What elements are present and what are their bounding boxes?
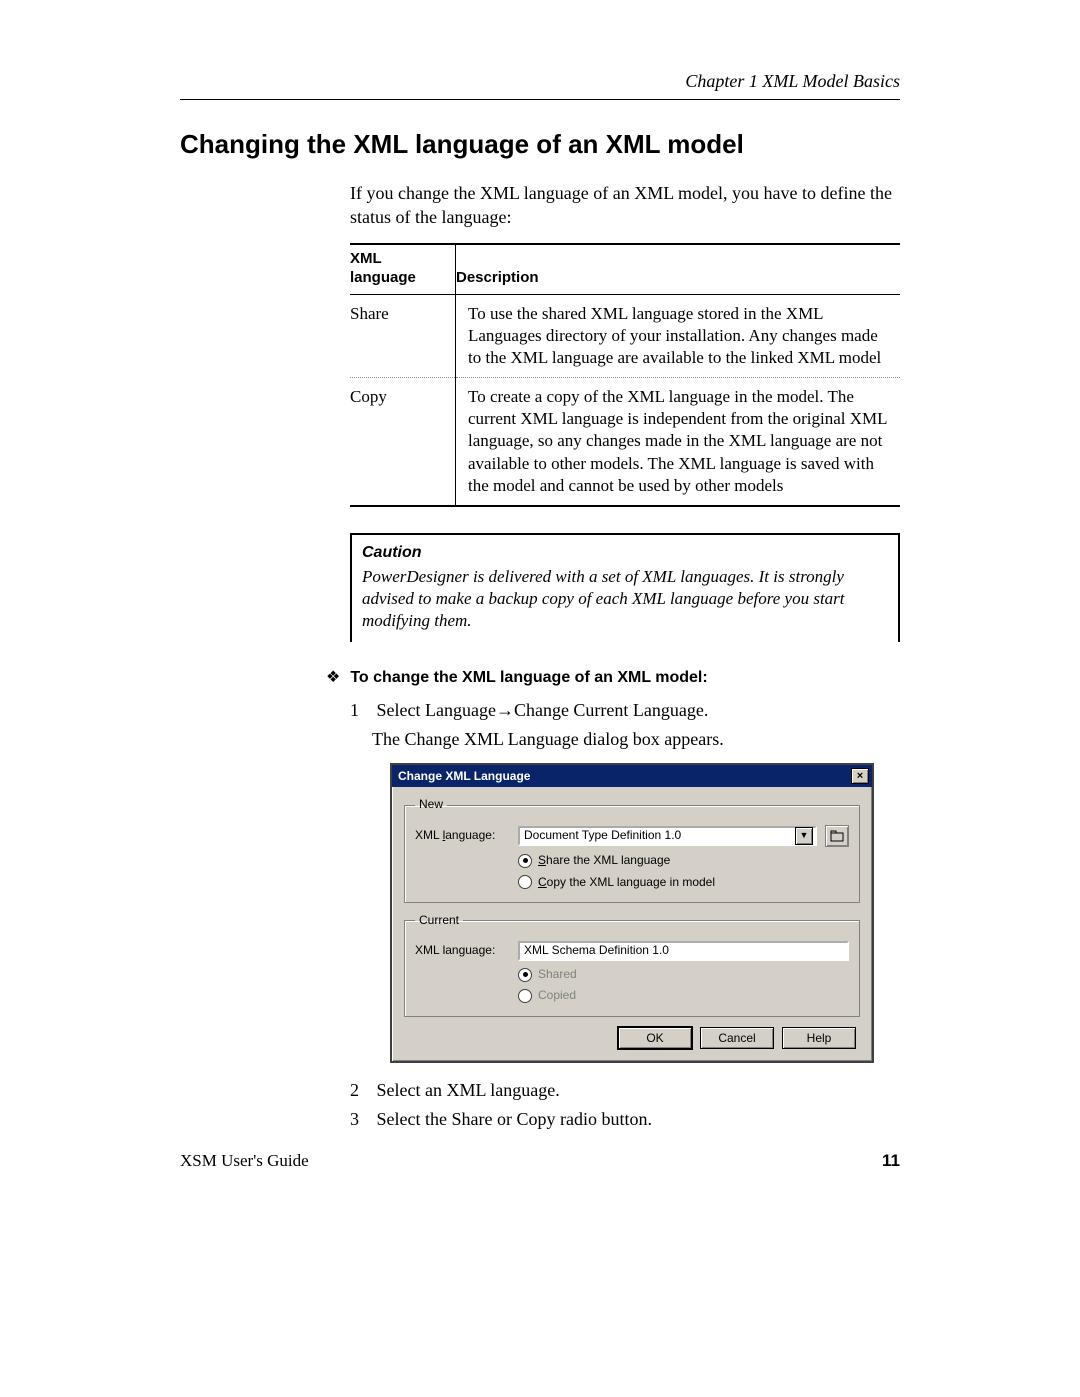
radio-icon: [518, 968, 532, 982]
radio-share-label: Share the XML language: [538, 853, 670, 869]
step-number: 2: [350, 1079, 372, 1102]
table-header-desc: Description: [456, 244, 901, 295]
procedure-title: To change the XML language of an XML mod…: [350, 668, 900, 689]
close-icon[interactable]: ×: [851, 768, 869, 784]
step-text: Select the Share or Copy radio button.: [377, 1109, 652, 1129]
browse-folder-icon[interactable]: [825, 825, 849, 847]
change-xml-language-dialog: Change XML Language × New XML language: …: [390, 763, 874, 1063]
caution-box: Caution PowerDesigner is delivered with …: [350, 533, 900, 642]
section-title: Changing the XML language of an XML mode…: [180, 128, 900, 162]
page-number: 11: [882, 1150, 900, 1172]
dialog-button-row: OK Cancel Help: [404, 1027, 860, 1049]
label-current-lang: XML language:: [415, 943, 510, 959]
radio-shared-disabled: Shared: [518, 967, 849, 983]
procedure: To change the XML language of an XML mod…: [350, 668, 900, 1132]
footer-left: XSM User's Guide: [180, 1150, 309, 1172]
table-cell-desc: To use the shared XML language stored in…: [456, 294, 901, 377]
step-number: 3: [350, 1108, 372, 1131]
body-column: If you change the XML language of an XML…: [350, 182, 900, 1132]
help-button[interactable]: Help: [782, 1027, 856, 1049]
radio-copy[interactable]: Copy the XML language in model: [518, 875, 849, 891]
page-footer: XSM User's Guide 11: [180, 1150, 900, 1172]
dialog-screenshot: Change XML Language × New XML language: …: [390, 763, 900, 1063]
dropdown-arrow-icon[interactable]: ▼: [795, 827, 813, 845]
radio-icon: [518, 875, 532, 889]
label-new-lang: XML language:: [415, 828, 510, 844]
radio-copy-label: Copy the XML language in model: [538, 875, 715, 891]
current-language-value: XML Schema Definition 1.0: [524, 943, 669, 959]
table-cell-name: Copy: [350, 378, 456, 506]
intro-paragraph: If you change the XML language of an XML…: [350, 182, 900, 229]
procedure-step: 3 Select the Share or Copy radio button.: [350, 1108, 900, 1131]
fieldset-new: New XML language: Document Type Definiti…: [404, 797, 860, 903]
caution-title: Caution: [362, 543, 884, 564]
dialog-body: New XML language: Document Type Definiti…: [392, 787, 872, 1061]
procedure-step: 1 Select Language→Change Current Languag…: [350, 699, 900, 722]
radio-icon: [518, 854, 532, 868]
radio-share[interactable]: Share the XML language: [518, 853, 849, 869]
step-text: Select Language→Change Current Language.: [377, 700, 709, 720]
page-header: Chapter 1 XML Model Basics: [180, 70, 900, 100]
fieldset-current: Current XML language: XML Schema Definit…: [404, 913, 860, 1017]
current-language-field: XML Schema Definition 1.0: [518, 941, 849, 961]
radio-shared-label: Shared: [538, 967, 577, 983]
step-number: 1: [350, 699, 372, 722]
fieldset-current-legend: Current: [415, 913, 463, 929]
step-followup: The Change XML Language dialog box appea…: [372, 728, 900, 751]
radio-copied-disabled: Copied: [518, 988, 849, 1004]
table-row: Copy To create a copy of the XML languag…: [350, 378, 900, 506]
ok-button[interactable]: OK: [618, 1027, 692, 1049]
table-header-lang: XML language: [350, 244, 456, 295]
new-language-combo[interactable]: Document Type Definition 1.0 ▼: [518, 826, 817, 846]
radio-copied-label: Copied: [538, 988, 576, 1004]
table-row: Share To use the shared XML language sto…: [350, 294, 900, 377]
step-text: Select an XML language.: [377, 1080, 560, 1100]
fieldset-new-legend: New: [415, 797, 447, 813]
chapter-line: Chapter 1 XML Model Basics: [180, 70, 900, 99]
xml-language-table: XML language Description Share To use th…: [350, 243, 900, 507]
caution-text: PowerDesigner is delivered with a set of…: [362, 567, 845, 630]
dialog-titlebar: Change XML Language ×: [392, 765, 872, 787]
procedure-step: 2 Select an XML language.: [350, 1079, 900, 1102]
combo-value: Document Type Definition 1.0: [524, 828, 795, 844]
radio-icon: [518, 989, 532, 1003]
dialog-title: Change XML Language: [398, 769, 851, 785]
cancel-button[interactable]: Cancel: [700, 1027, 774, 1049]
table-cell-desc: To create a copy of the XML language in …: [456, 378, 901, 506]
table-cell-name: Share: [350, 294, 456, 377]
